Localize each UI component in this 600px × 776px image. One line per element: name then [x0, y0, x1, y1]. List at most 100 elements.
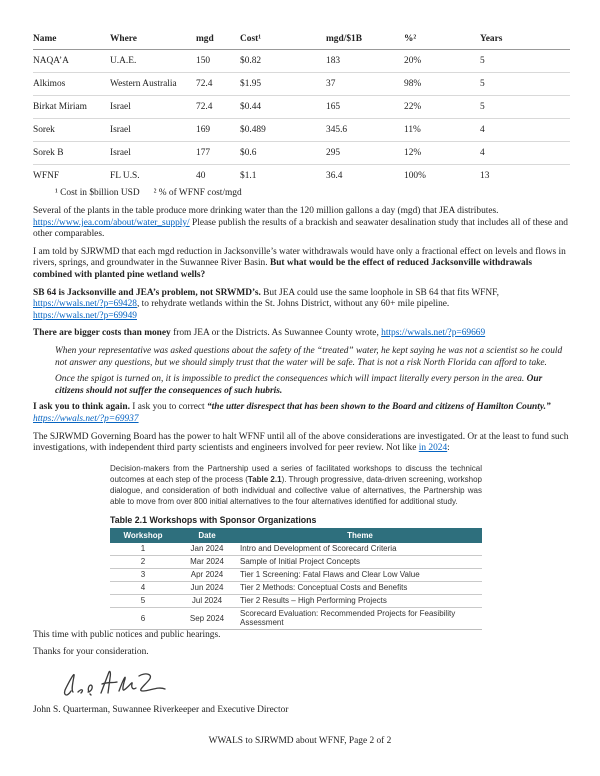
- cell-where: U.A.E.: [110, 49, 196, 73]
- cell-pct: 100%: [404, 171, 426, 181]
- cell-date: Jun 2024: [176, 581, 238, 595]
- cell-name: WFNF: [33, 171, 60, 181]
- paragraph-think-again: I ask you to think again. I ask you to c…: [33, 402, 570, 425]
- cell-mgd: 40: [196, 171, 206, 181]
- cell-theme: Sample of Initial Project Concepts: [238, 555, 482, 569]
- footnote-cost: ¹ Cost in $billion USD: [55, 188, 140, 198]
- cell-cost: $1.95: [240, 72, 326, 96]
- paragraph-sjrwmd-reduction: I am told by SJRWMD that each mgd reduct…: [33, 247, 570, 282]
- cell-mgd: 169: [196, 118, 240, 142]
- text: I am told by SJRWMD that each mgd reduct…: [33, 246, 566, 269]
- paragraph-sb64: SB 64 is Jacksonville and JEA’s problem,…: [33, 288, 570, 323]
- cell-pct: 12%: [404, 141, 480, 165]
- cell-pct: 20%: [404, 49, 480, 73]
- text: But JEA could use the same loophole in S…: [260, 287, 499, 298]
- cell-where: Israel: [110, 118, 196, 142]
- cell-mgdb: 295: [326, 141, 404, 165]
- text: ). Through progressive, data-driven scre…: [110, 474, 482, 506]
- cell-workshop: 4: [110, 581, 176, 595]
- cell-cost: $0.44: [240, 95, 326, 119]
- cell-workshop: 5: [110, 594, 176, 608]
- closing-public-notices: This time with public notices and public…: [33, 629, 221, 640]
- table-row: 3 Apr 2024 Tier 1 Screening: Fatal Flaws…: [110, 568, 482, 582]
- cell-cost: $1.1: [240, 171, 257, 181]
- cell-mgd: 150: [196, 49, 240, 73]
- col-header-years: Years: [480, 30, 570, 50]
- quote-text: Once the spigot is turned on, it is impo…: [55, 374, 527, 385]
- cell-name: Sorek: [33, 118, 110, 142]
- cell-theme: Tier 2 Results – High Performing Project…: [238, 594, 482, 608]
- text: from JEA or the Districts. As Suwannee C…: [170, 328, 382, 339]
- text: Please publish the results of a brackish…: [33, 217, 568, 240]
- suwannee-county-quote-2: Once the spigot is turned on, it is impo…: [55, 374, 570, 397]
- signature-scribble: [63, 670, 166, 696]
- in-2024-link[interactable]: in 2024: [418, 443, 448, 454]
- cell-mgdb: 37: [326, 72, 404, 96]
- wwals-69669-link[interactable]: https://wwals.net/?p=69669: [381, 328, 486, 339]
- text: Several of the plants in the table produ…: [33, 206, 499, 216]
- table2-caption: Table 2.1 Workshops with Sponsor Organiz…: [110, 514, 317, 525]
- col-header-mgd-per-1b: mgd/$1B: [326, 30, 404, 50]
- table-row: 1 Jan 2024 Intro and Development of Scor…: [110, 542, 482, 556]
- table-row: NAQA’A U.A.E. 150 $0.82 183 20% 5: [33, 49, 570, 73]
- bold-statement: There are bigger costs than money: [33, 328, 171, 339]
- cell-workshop: 6: [110, 607, 176, 630]
- col-header-theme: Theme: [238, 527, 482, 543]
- cell-years: 4: [480, 118, 570, 142]
- text: :: [447, 443, 450, 454]
- cell-cost: $0.489: [240, 118, 326, 142]
- col-header-mgd: mgd: [196, 30, 240, 50]
- cell-years: 5: [480, 72, 570, 96]
- col-header-pct: %²: [404, 30, 480, 50]
- report-excerpt: Decision-makers from the Partnership use…: [110, 463, 482, 507]
- col-header-where: Where: [110, 30, 196, 50]
- text: , to rehydrate wetlands within the St. J…: [136, 299, 450, 310]
- table-row: Birkat Miriam Israel 72.4 $0.44 165 22% …: [33, 95, 570, 119]
- cell-years: 5: [480, 49, 570, 73]
- wwals-69428-link[interactable]: https://wwals.net/?p=69428: [33, 299, 137, 310]
- cell-theme: Scorecard Evaluation: Recommended Projec…: [238, 607, 482, 630]
- table-row: 4 Jun 2024 Tier 2 Methods: Conceptual Co…: [110, 581, 482, 595]
- col-header-workshop: Workshop: [110, 527, 176, 543]
- paragraph-governing-board: The SJRWMD Governing Board has the power…: [33, 432, 570, 455]
- cell-mgd: 177: [196, 141, 240, 165]
- signature: [61, 665, 570, 705]
- wwals-69937-link[interactable]: https://wwals.net/?p=69937: [33, 413, 139, 424]
- table-footnotes: ¹ Cost in $billion USD ² % of WFNF cost/m…: [55, 188, 570, 198]
- col-header-cost: Cost¹: [240, 30, 326, 50]
- cell-pct: 22%: [404, 95, 480, 119]
- cell-date: Jul 2024: [176, 594, 238, 608]
- cell-workshop: 3: [110, 568, 176, 582]
- wwals-69949-link[interactable]: https://wwals.net/?p=69949: [33, 310, 137, 321]
- cell-mgd: 72.4: [196, 72, 240, 96]
- footnote-pct: ² % of WFNF cost/mgd: [153, 188, 242, 198]
- signatory-name: John S. Quarterman, Suwannee Riverkeeper…: [33, 704, 289, 715]
- paragraph-jea-distribution: Several of the plants in the table produ…: [33, 206, 570, 241]
- table-row: Alkimos Western Australia 72.4 $1.95 37 …: [33, 72, 570, 96]
- bold-question: But what would be the effect of reduced …: [33, 258, 532, 280]
- cell-where: Western Australia: [110, 72, 196, 96]
- desal-comparison-table: Name Where mgd Cost¹ mgd/$1B %² Years NA…: [33, 30, 570, 187]
- quote-text: When your representative was asked quest…: [55, 345, 563, 368]
- quote-bold-text: Our citizens should not suffer the conse…: [55, 374, 543, 396]
- cell-where: Israel: [110, 141, 196, 165]
- suwannee-county-quote-1: When your representative was asked quest…: [55, 346, 570, 369]
- cell-date: Jan 2024: [176, 542, 238, 556]
- cell-name: Sorek B: [33, 141, 110, 165]
- table-header-row: Name Where mgd Cost¹ mgd/$1B %² Years: [33, 30, 570, 50]
- table-row: Sorek Israel 169 $0.489 345.6 11% 4: [33, 118, 570, 142]
- workshops-table: Workshop Date Theme 1 Jan 2024 Intro and…: [110, 527, 482, 630]
- table-row: 6 Sep 2024 Scorecard Evaluation: Recomme…: [110, 607, 482, 630]
- jea-water-supply-link[interactable]: https://www.jea.com/about/water_supply/: [33, 217, 190, 228]
- cell-theme: Tier 1 Screening: Fatal Flaws and Clear …: [238, 568, 482, 582]
- cell-pct: 98%: [404, 72, 480, 96]
- cell-where: FL U.S.: [110, 171, 140, 181]
- cell-years: 13: [480, 171, 490, 181]
- text: The SJRWMD Governing Board has the power…: [33, 431, 569, 454]
- workshops-header-row: Workshop Date Theme: [110, 527, 482, 543]
- bold-statement: SB 64 is Jacksonville and JEA’s problem,…: [33, 287, 261, 298]
- cell-mgdb: 36.4: [326, 171, 343, 181]
- cell-mgdb: 183: [326, 49, 404, 73]
- cell-date: Mar 2024: [176, 555, 238, 569]
